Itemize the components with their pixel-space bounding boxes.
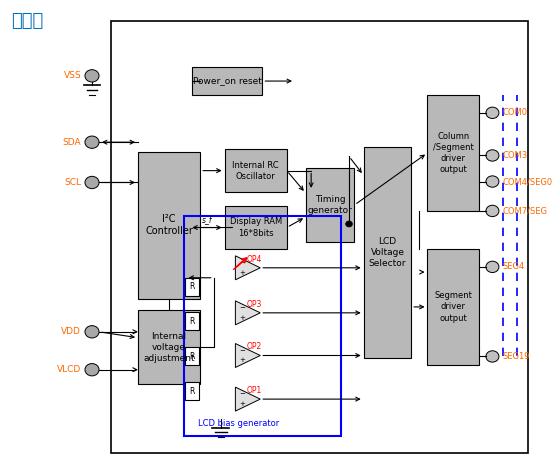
Text: VLCD: VLCD	[57, 365, 81, 374]
Text: −: −	[240, 392, 245, 397]
Text: SCL: SCL	[64, 178, 81, 187]
FancyBboxPatch shape	[427, 249, 479, 365]
Text: −: −	[240, 260, 245, 266]
FancyBboxPatch shape	[185, 278, 199, 296]
Text: R: R	[189, 317, 195, 326]
Circle shape	[346, 221, 352, 227]
Text: COM3: COM3	[502, 151, 528, 160]
Circle shape	[486, 150, 499, 161]
Text: LCD
Voltage
Selector: LCD Voltage Selector	[368, 237, 406, 268]
FancyBboxPatch shape	[185, 312, 199, 330]
Text: COM4/SEG0: COM4/SEG0	[502, 177, 552, 186]
Circle shape	[85, 136, 99, 148]
Text: 方框图: 方框图	[11, 12, 43, 30]
Text: +: +	[240, 315, 245, 320]
Text: SDA: SDA	[63, 138, 81, 146]
Text: COM0: COM0	[502, 109, 527, 117]
Text: OP4: OP4	[246, 255, 262, 264]
FancyBboxPatch shape	[192, 67, 263, 95]
Text: OP2: OP2	[246, 342, 262, 351]
Text: Column
/Segment
driver
output: Column /Segment driver output	[433, 132, 474, 174]
Circle shape	[486, 107, 499, 118]
FancyBboxPatch shape	[111, 21, 528, 453]
Text: VDD: VDD	[61, 328, 81, 336]
Circle shape	[85, 70, 99, 82]
Text: R: R	[189, 387, 195, 395]
Text: s_f: s_f	[202, 215, 212, 224]
Text: +: +	[240, 401, 245, 407]
Text: R: R	[189, 352, 195, 361]
Text: OP1: OP1	[246, 386, 262, 395]
Text: +: +	[240, 357, 245, 363]
Text: −: −	[240, 348, 245, 354]
Text: SEG19: SEG19	[502, 352, 530, 361]
Text: Timing
generator: Timing generator	[307, 195, 353, 215]
FancyBboxPatch shape	[138, 310, 200, 384]
Text: Display RAM
16*8bits: Display RAM 16*8bits	[230, 218, 282, 237]
FancyBboxPatch shape	[306, 168, 354, 242]
Circle shape	[85, 326, 99, 338]
Text: LCD bias generator: LCD bias generator	[198, 419, 279, 428]
Polygon shape	[235, 256, 260, 280]
Circle shape	[85, 176, 99, 189]
Text: COM7/SEG: COM7/SEG	[502, 207, 547, 215]
Text: R: R	[189, 283, 195, 291]
Circle shape	[486, 261, 499, 273]
Circle shape	[85, 364, 99, 376]
Polygon shape	[235, 344, 260, 367]
Text: Segment
driver
output: Segment driver output	[434, 292, 472, 322]
Polygon shape	[235, 301, 260, 325]
Text: Internal
voltage
adjustment: Internal voltage adjustment	[143, 332, 195, 363]
FancyBboxPatch shape	[185, 347, 199, 365]
Text: I²C
Controller: I²C Controller	[145, 214, 193, 237]
FancyBboxPatch shape	[427, 95, 479, 211]
FancyBboxPatch shape	[225, 206, 287, 249]
FancyBboxPatch shape	[363, 147, 411, 358]
Text: VSS: VSS	[63, 72, 81, 80]
FancyBboxPatch shape	[138, 152, 200, 299]
Text: −: −	[240, 305, 245, 311]
Text: Internal RC
Oscillator: Internal RC Oscillator	[232, 161, 279, 181]
Text: Power_on reset: Power_on reset	[193, 77, 262, 85]
Text: +: +	[240, 270, 245, 275]
Text: SEG4: SEG4	[502, 263, 524, 271]
Polygon shape	[235, 387, 260, 411]
FancyBboxPatch shape	[225, 149, 287, 192]
Circle shape	[486, 176, 499, 187]
Circle shape	[486, 351, 499, 362]
FancyBboxPatch shape	[185, 382, 199, 400]
Circle shape	[486, 205, 499, 217]
Text: OP3: OP3	[246, 300, 262, 309]
